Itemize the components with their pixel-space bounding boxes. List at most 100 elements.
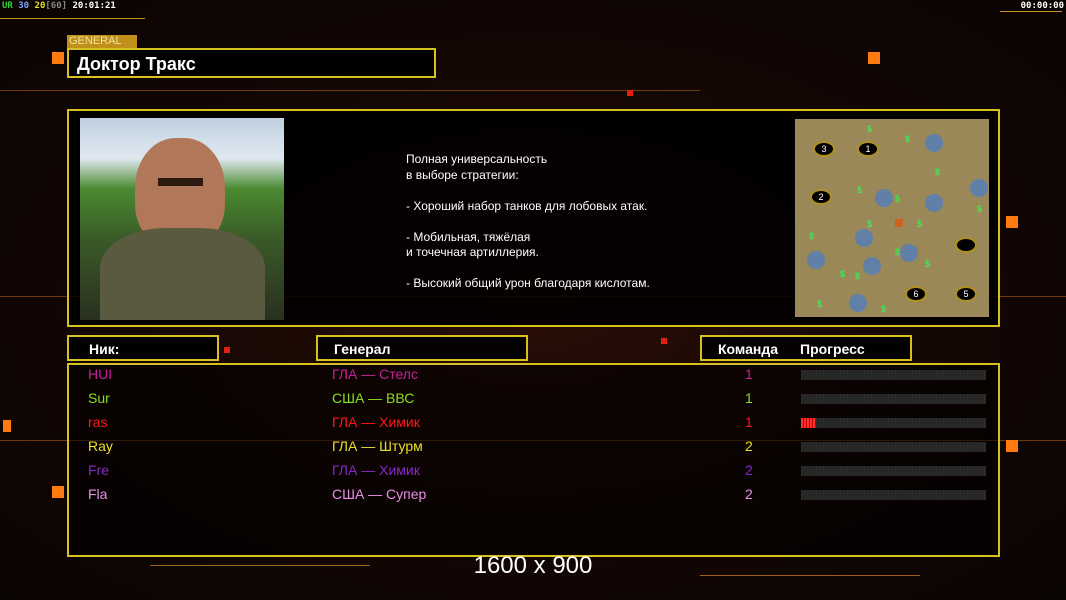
general-title-box: Доктор Тракс — [67, 48, 436, 78]
player-team: 1 — [745, 414, 753, 430]
divider — [150, 565, 370, 566]
player-team: 2 — [745, 486, 753, 502]
header-general: Генерал — [316, 335, 528, 361]
map-water — [900, 244, 918, 262]
hud-ur: UR — [2, 1, 13, 11]
progress-fill — [801, 418, 816, 428]
decor-square — [1006, 216, 1018, 228]
map-water — [807, 251, 825, 269]
description-spacer — [406, 183, 650, 199]
description-line: - Высокий общий урон благодаря кислотам. — [406, 276, 650, 290]
map-money-marker: $ — [881, 304, 887, 314]
decor-square — [3, 420, 11, 432]
player-row: ras ГЛА — Химик 1 — [69, 414, 998, 438]
decor-square — [1006, 440, 1018, 452]
start-position: 3 — [813, 141, 835, 157]
description-spacer — [406, 214, 650, 230]
general-tag: GENERAL — [67, 35, 137, 48]
player-team: 1 — [745, 366, 753, 382]
decor-square — [627, 90, 633, 96]
general-name: Доктор Тракс — [77, 54, 196, 74]
player-nick: Ray — [88, 438, 113, 454]
description-spacer — [406, 261, 650, 277]
player-general: ГЛА — Штурм — [332, 438, 423, 454]
description-line: Полная универсальность — [406, 152, 548, 166]
map-money-marker: $ — [905, 134, 911, 144]
player-row: HUI ГЛА — Стелс 1 — [69, 366, 998, 390]
general-description: Полная универсальность в выборе стратегии… — [406, 152, 650, 292]
portrait-body — [100, 228, 265, 320]
player-general: ГЛА — Стелс — [332, 366, 418, 382]
hud-fps-cap: [60] — [45, 1, 68, 11]
map-money-marker: $ — [917, 219, 923, 229]
hud-fps-low: 20 — [34, 1, 46, 11]
description-line: и точечная артиллерия. — [406, 245, 539, 259]
header-progress-label: Прогресс — [800, 341, 865, 357]
map-water — [875, 189, 893, 207]
start-position — [955, 237, 977, 253]
start-position: 2 — [810, 189, 832, 205]
description-line: в выборе стратегии: — [406, 167, 519, 182]
player-nick: Sur — [88, 390, 110, 406]
map-money-marker: $ — [817, 299, 823, 309]
player-list: HUI ГЛА — Стелс 1 Sur США — ВВС 1 ras ГЛ… — [67, 363, 1000, 557]
player-general: США — Супер — [332, 486, 427, 502]
map-water — [925, 134, 943, 152]
decor-square — [868, 52, 880, 64]
start-position: 6 — [905, 286, 927, 302]
player-row: Fre ГЛА — Химик 2 — [69, 462, 998, 486]
minimap: 3 1 2 6 5 $ $ $ $ $ $ $ $ $ $ $ $ $ $ $ — [794, 118, 990, 318]
description-line: - Хороший набор танков для лобовых атак. — [406, 198, 648, 213]
player-nick: Fla — [88, 486, 108, 502]
header-team-progress: Команда Прогресс — [700, 335, 912, 361]
map-money-marker: $ — [840, 269, 846, 279]
progress-bar — [801, 466, 986, 476]
player-row: Ray ГЛА — Штурм 2 — [69, 438, 998, 462]
header-nick: Ник: — [67, 335, 219, 361]
header-general-label: Генерал — [334, 341, 391, 357]
start-position: 1 — [857, 141, 879, 157]
map-water — [925, 194, 943, 212]
start-position: 5 — [955, 286, 977, 302]
player-row: Fla США — Супер 2 — [69, 486, 998, 510]
header-nick-label: Ник: — [89, 341, 120, 357]
player-team: 2 — [745, 438, 753, 454]
portrait-eyes — [158, 178, 203, 186]
map-structure — [895, 219, 903, 227]
divider — [700, 575, 920, 576]
player-team: 2 — [745, 462, 753, 478]
hud-clock: 20:01:21 — [72, 1, 116, 11]
map-money-marker: $ — [895, 194, 901, 204]
map-money-marker: $ — [895, 247, 901, 257]
game-timer: 00:00:00 — [1020, 1, 1064, 11]
map-money-marker: $ — [935, 167, 941, 177]
map-money-marker: $ — [867, 219, 873, 229]
player-team: 1 — [745, 390, 753, 406]
hud-stats: UR 30 20[60] 20:01:21 — [2, 1, 116, 11]
player-general: ГЛА — Химик — [332, 462, 420, 478]
player-general: ГЛА — Химик — [332, 414, 420, 430]
player-nick: HUI — [88, 366, 113, 382]
progress-bar — [801, 442, 986, 452]
description-line: - Мобильная, тяжёлая — [406, 229, 531, 244]
map-water — [849, 294, 867, 312]
divider — [0, 18, 145, 19]
map-money-marker: $ — [809, 231, 815, 241]
map-money-marker: $ — [977, 204, 983, 214]
map-money-marker: $ — [867, 124, 873, 134]
decor-square — [661, 338, 667, 344]
progress-bar — [801, 490, 986, 500]
progress-bar — [801, 418, 986, 428]
player-row: Sur США — ВВС 1 — [69, 390, 998, 414]
resolution-label: 1600 x 900 — [473, 552, 593, 579]
map-money-marker: $ — [925, 259, 931, 269]
hud-fps: 30 — [18, 1, 30, 11]
header-team-label: Команда — [718, 341, 778, 357]
map-money-marker: $ — [855, 271, 861, 281]
map-water — [970, 179, 988, 197]
player-nick: Fre — [88, 462, 109, 478]
decor-square — [52, 486, 64, 498]
divider — [1000, 11, 1062, 12]
divider — [0, 90, 700, 91]
map-water — [855, 229, 873, 247]
